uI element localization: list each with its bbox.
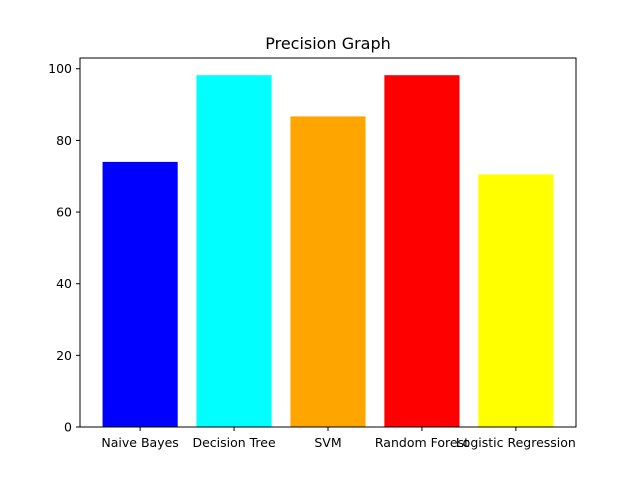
bar-logistic-regression bbox=[478, 174, 554, 427]
x-tick-label-decision-tree: Decision Tree bbox=[192, 435, 276, 450]
bar-decision-tree bbox=[196, 75, 272, 427]
chart-title: Precision Graph bbox=[265, 34, 391, 53]
x-tick-label-logistic-regression: Logistic Regression bbox=[456, 435, 576, 450]
y-tick-label: 20 bbox=[56, 348, 72, 363]
y-tick-label: 40 bbox=[56, 276, 72, 291]
bar-svm bbox=[290, 116, 366, 428]
y-tick-label: 80 bbox=[56, 133, 72, 148]
bars-layer bbox=[102, 75, 554, 428]
y-tick-label: 60 bbox=[56, 205, 72, 220]
x-tick-label-naive-bayes: Naive Bayes bbox=[101, 435, 178, 450]
x-tick-label-svm: SVM bbox=[314, 435, 341, 450]
bar-naive-bayes bbox=[102, 161, 178, 427]
y-axis: 0 20 40 60 80 100 bbox=[48, 61, 80, 435]
x-axis: Naive Bayes Decision Tree SVM Random Forest… bbox=[101, 427, 576, 450]
x-tick-label-random-forest: Random Forest bbox=[375, 435, 469, 450]
bar-random-forest bbox=[384, 75, 460, 427]
y-tick-label: 0 bbox=[64, 420, 72, 435]
y-tick-label: 100 bbox=[48, 61, 72, 76]
